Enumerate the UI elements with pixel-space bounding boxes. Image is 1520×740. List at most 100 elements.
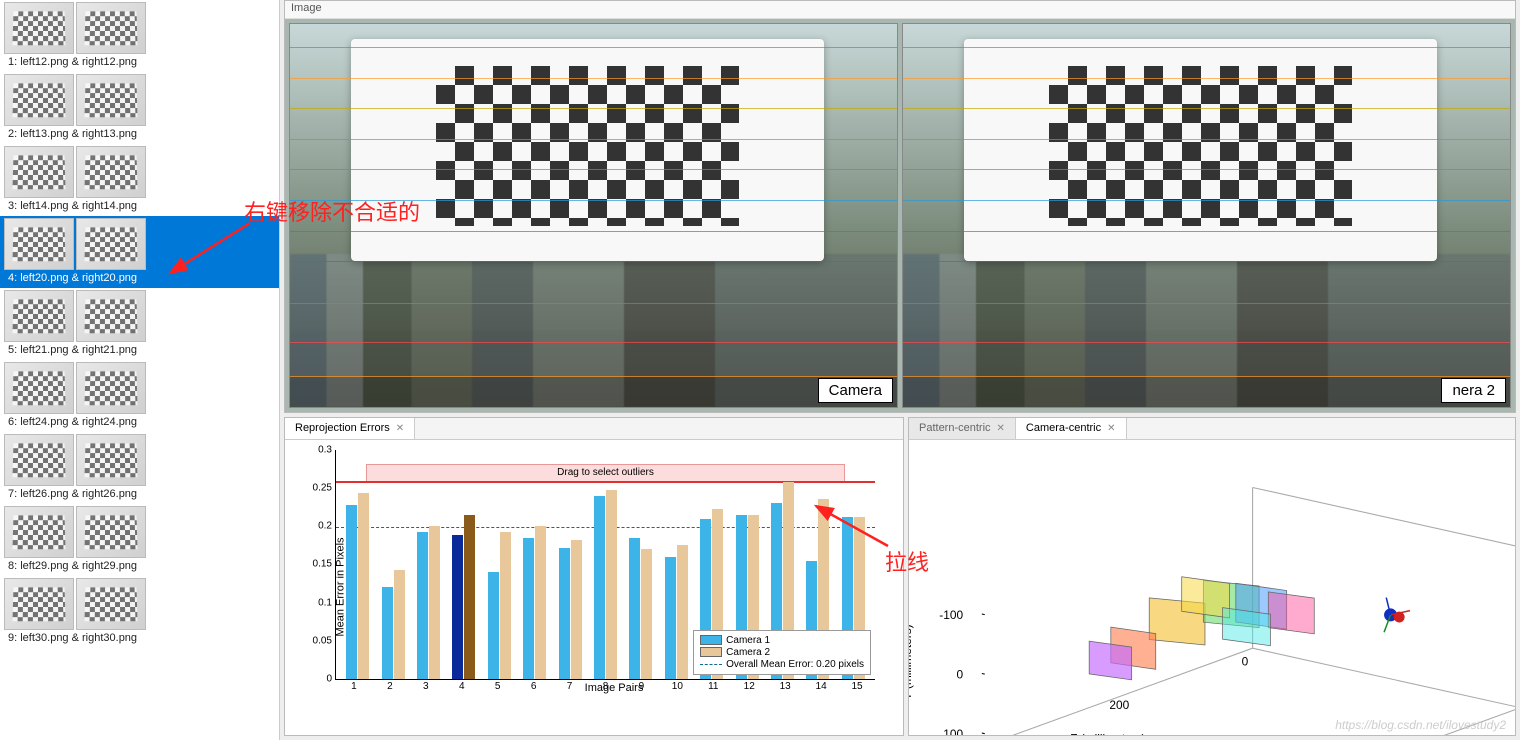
calibration-plane — [1268, 592, 1314, 634]
stereo-image-row: Camera nera 2 — [285, 19, 1515, 412]
reprojection-errors-panel: Reprojection Errors ✕ Mean Error in Pixe… — [284, 417, 904, 736]
calibration-plane — [1223, 607, 1271, 645]
y-tick: 0.05 — [313, 635, 336, 646]
image-pair-item[interactable]: 5: left21.png & right21.png — [0, 288, 279, 360]
epipolar-line — [290, 342, 897, 343]
close-icon[interactable]: ✕ — [997, 423, 1005, 434]
x-tick: 6 — [531, 679, 537, 692]
bar-group[interactable] — [517, 450, 552, 679]
bar-cam2 — [394, 570, 405, 678]
tab-reprojection-errors[interactable]: Reprojection Errors ✕ — [285, 418, 415, 439]
bar-cam1 — [559, 548, 570, 679]
image-pair-list[interactable]: 1: left12.png & right12.png 2: left13.pn… — [0, 0, 280, 740]
epipolar-line — [290, 303, 897, 304]
camera-label: nera 2 — [1441, 378, 1506, 403]
epipolar-line — [290, 200, 897, 201]
bar-cam2 — [358, 493, 369, 678]
x-tick: 1 — [351, 679, 357, 692]
pair-thumbnails — [4, 2, 275, 54]
pair-thumbnails — [4, 146, 275, 198]
camera-label: Camera — [818, 378, 893, 403]
pair-label: 8: left29.png & right29.png — [4, 558, 275, 574]
image-pair-item[interactable]: 1: left12.png & right12.png — [0, 0, 279, 72]
thumbnail-left — [4, 362, 74, 414]
reprojection-chart[interactable]: Mean Error in Pixels 00.050.10.150.20.25… — [285, 440, 903, 735]
bar-cam1 — [382, 587, 393, 679]
x-tick: 14 — [816, 679, 827, 692]
epipolar-line — [903, 169, 1510, 170]
image-pair-item[interactable]: 2: left13.png & right13.png — [0, 72, 279, 144]
bar-group[interactable] — [340, 450, 375, 679]
bar-group[interactable] — [552, 450, 587, 679]
y-tick: 0.1 — [318, 597, 336, 608]
image-pair-item[interactable]: 7: left26.png & right26.png — [0, 432, 279, 504]
pair-thumbnails — [4, 218, 275, 270]
thumbnail-left — [4, 2, 74, 54]
thumbnail-right — [76, 506, 146, 558]
image-panel: Image Camera nera 2 — [284, 0, 1516, 413]
epipolar-line — [903, 231, 1510, 232]
pair-label: 9: left30.png & right30.png — [4, 630, 275, 646]
x-tick: 12 — [744, 679, 755, 692]
bar-cam2 — [429, 526, 440, 679]
bar-group[interactable] — [659, 450, 694, 679]
x-tick: 7 — [567, 679, 573, 692]
close-icon[interactable]: ✕ — [1107, 423, 1115, 434]
epipolar-line — [903, 47, 1510, 48]
bar-cam1 — [629, 538, 640, 679]
image-pair-item[interactable]: 6: left24.png & right24.png — [0, 360, 279, 432]
tab-camera-centric[interactable]: Camera-centric ✕ — [1016, 418, 1127, 439]
svg-text:-100: -100 — [939, 608, 963, 622]
y-tick: 0.15 — [313, 559, 336, 570]
camera-2-view[interactable]: nera 2 — [902, 23, 1511, 408]
epipolar-line — [290, 231, 897, 232]
pair-label: 2: left13.png & right13.png — [4, 126, 275, 142]
image-pair-item[interactable]: 3: left14.png & right14.png — [0, 144, 279, 216]
app-root: 1: left12.png & right12.png 2: left13.pn… — [0, 0, 1520, 740]
x-tick: 11 — [708, 679, 718, 692]
close-icon[interactable]: ✕ — [396, 423, 404, 434]
image-pair-item[interactable]: 9: left30.png & right30.png — [0, 576, 279, 648]
epipolar-line — [903, 108, 1510, 109]
x-tick: 8 — [603, 679, 609, 692]
extrinsics-3d-svg: -10001002004002000-2000200Y (millimeters… — [909, 440, 1515, 735]
bar-group[interactable] — [411, 450, 446, 679]
y-tick: 0.3 — [318, 444, 336, 455]
image-pair-item[interactable]: 8: left29.png & right29.png — [0, 504, 279, 576]
thumbnail-left — [4, 290, 74, 342]
pair-thumbnails — [4, 578, 275, 630]
bar-group[interactable] — [446, 450, 481, 679]
epipolar-line — [903, 261, 1510, 262]
tab-label: Camera-centric — [1026, 422, 1101, 434]
epipolar-line — [290, 78, 897, 79]
tab-label: Reprojection Errors — [295, 422, 390, 434]
bar-cam1 — [452, 535, 463, 679]
bar-group[interactable] — [482, 450, 517, 679]
tab-label: Pattern-centric — [919, 422, 991, 434]
bar-group[interactable] — [588, 450, 623, 679]
epipolar-line — [290, 139, 897, 140]
thumbnail-right — [76, 434, 146, 486]
camera-glyph — [1384, 597, 1410, 632]
camera-1-view[interactable]: Camera — [289, 23, 898, 408]
epipolar-line — [290, 108, 897, 109]
tab-pattern-centric[interactable]: Pattern-centric ✕ — [909, 418, 1016, 439]
extrinsics-3d-view[interactable]: -10001002004002000-2000200Y (millimeters… — [909, 440, 1515, 735]
pair-label: 3: left14.png & right14.png — [4, 198, 275, 214]
image-pair-item[interactable]: 4: left20.png & right20.png — [0, 216, 279, 288]
image-tab[interactable]: Image — [285, 1, 1515, 19]
checkerboard — [964, 39, 1437, 261]
x-tick: 3 — [423, 679, 429, 692]
y-tick: 0.2 — [318, 521, 336, 532]
bar-group[interactable] — [375, 450, 410, 679]
bar-cam1 — [488, 572, 499, 679]
epipolar-line — [903, 303, 1510, 304]
thumbnail-right — [76, 74, 146, 126]
extrinsics-3d-panel: Pattern-centric ✕ Camera-centric ✕ -1000… — [908, 417, 1516, 736]
pair-label: 6: left24.png & right24.png — [4, 414, 275, 430]
x-tick: 9 — [639, 679, 645, 692]
pair-thumbnails — [4, 290, 275, 342]
view3d-tabs: Pattern-centric ✕ Camera-centric ✕ — [909, 418, 1515, 440]
bar-group[interactable] — [623, 450, 658, 679]
epipolar-line — [290, 261, 897, 262]
